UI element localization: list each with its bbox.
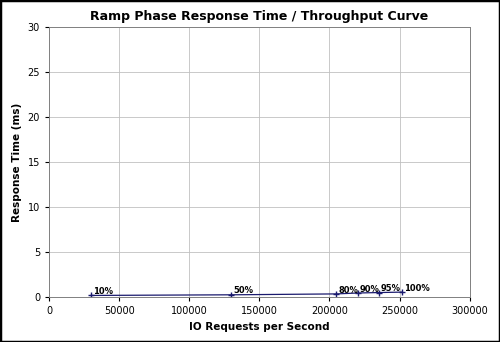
Text: 10%: 10%: [93, 287, 113, 296]
Y-axis label: Response Time (ms): Response Time (ms): [12, 103, 22, 222]
X-axis label: IO Requests per Second: IO Requests per Second: [189, 321, 330, 332]
Text: 80%: 80%: [338, 286, 358, 294]
Text: 95%: 95%: [380, 284, 400, 293]
Text: 90%: 90%: [360, 285, 380, 294]
Text: 50%: 50%: [234, 287, 254, 295]
Title: Ramp Phase Response Time / Throughput Curve: Ramp Phase Response Time / Throughput Cu…: [90, 10, 428, 23]
Text: 100%: 100%: [404, 284, 430, 293]
